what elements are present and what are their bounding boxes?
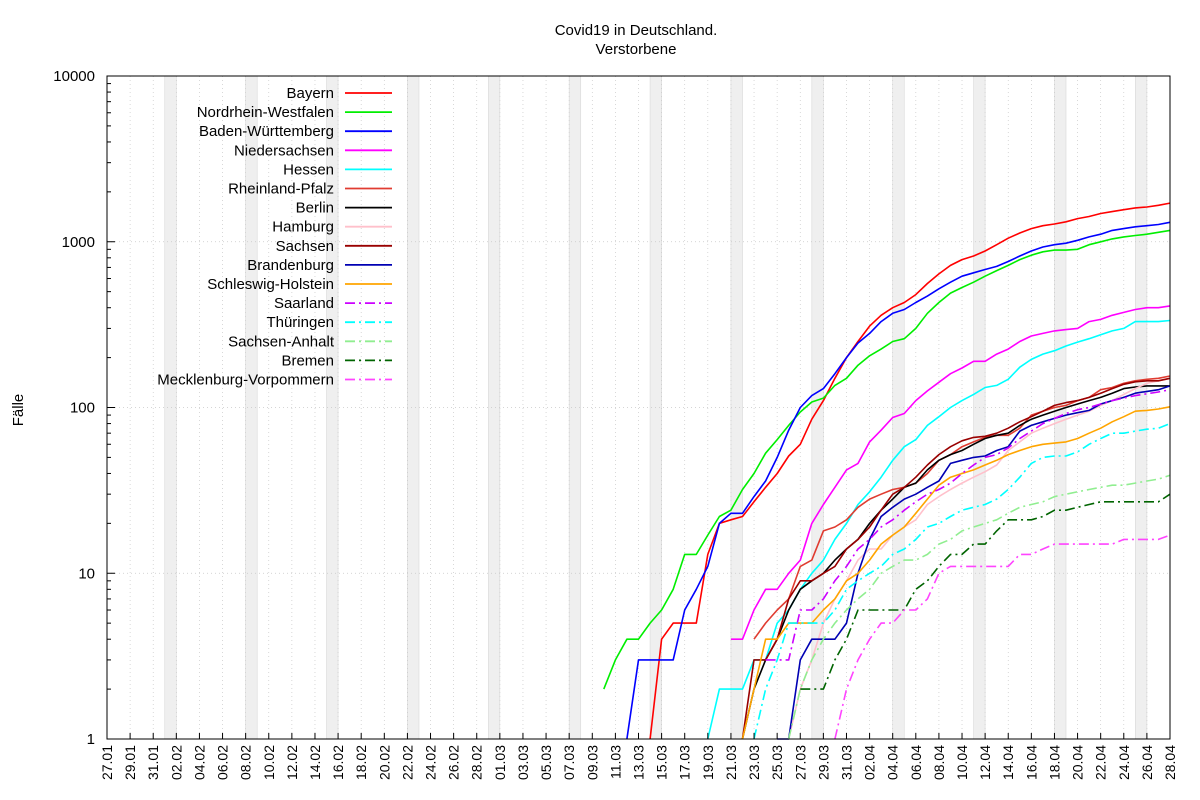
x-tick-label: 07.03 [561,745,577,780]
weekend-band [407,75,420,740]
x-tick-label: 27.01 [99,745,115,780]
y-tick-label: 1 [87,731,95,748]
x-tick-label: 01.03 [492,745,508,780]
x-tick-label: 28.02 [469,745,485,780]
legend-label: Nordrhein-Westfalen [197,104,334,121]
x-tick-label: 31.01 [145,745,161,780]
x-tick-label: 26.04 [1139,745,1155,780]
x-tick-label: 05.03 [538,745,554,780]
x-tick-label: 27.03 [792,745,808,780]
series-line-rheinland-pfalz [753,375,1171,640]
legend-label: Baden-Württemberg [199,123,334,140]
x-tick-label: 12.02 [284,745,300,780]
x-tick-label: 10.04 [954,745,970,780]
series-line-niedersachsen [730,305,1171,641]
x-tick-label: 09.03 [584,745,600,780]
x-tick-label: 08.02 [238,745,254,780]
x-tick-label: 18.04 [1046,745,1062,780]
weekend-band [568,75,582,740]
y-tick-label: 10000 [53,68,95,85]
weekend-band [164,75,177,740]
x-tick-label: 26.02 [446,745,462,780]
y-tick-label: 1000 [62,234,95,251]
x-tick-label: 23.03 [746,745,762,780]
legend-label: Thüringen [266,314,334,331]
x-tick-label: 02.02 [168,745,184,780]
x-tick-label: 24.02 [423,745,439,780]
x-tick-label: 20.04 [1070,745,1086,780]
x-tick-label: 31.03 [838,745,854,780]
x-tick-label: 10.02 [261,745,277,780]
x-tick-label: 02.04 [862,745,878,780]
legend-label: Schleswig-Holstein [207,276,334,293]
y-tick-label: 10 [78,565,95,582]
legend-label: Brandenburg [247,257,334,274]
weekend-band [1135,75,1148,740]
x-tick-label: 04.02 [191,745,207,780]
x-tick-label: 17.03 [677,745,693,780]
x-tick-label: 16.02 [330,745,346,780]
y-axis: 1 10 100 1000 10000 [53,68,115,748]
series-line-th-ringen [753,422,1171,740]
x-tick-label: 12.04 [977,745,993,780]
legend: Bayern Nordrhein-Westfalen Baden-Württembe… [157,85,392,389]
series-line-sachsen [741,377,1171,740]
x-tick-label: 29.01 [122,745,138,780]
x-tick-label: 06.04 [908,745,924,780]
series-line-nordrhein-westfalen [603,229,1171,690]
series-line-bremen [800,493,1171,690]
x-tick-label: 22.02 [399,745,415,780]
y-tick-label: 100 [70,400,95,417]
y-axis-label: Fälle [10,394,27,427]
legend-label: Bayern [286,85,334,102]
series-line-bayern [649,202,1171,740]
legend-label: Mecklenburg-Vorpommern [157,372,334,389]
x-tick-label: 04.04 [885,745,901,780]
x-tick-label: 06.02 [215,745,231,780]
legend-label: Berlin [296,200,334,217]
legend-label: Sachsen [276,238,334,255]
x-tick-label: 08.04 [931,745,947,780]
series-line-brandenburg [777,385,1171,740]
x-tick-label: 14.02 [307,745,323,780]
chart-subtitle: Verstorbene [596,41,677,58]
weekend-band [892,75,905,740]
legend-label: Niedersachsen [234,142,334,159]
x-tick-label: 14.04 [1000,745,1016,780]
legend-label: Saarland [274,295,334,312]
chart-title: Covid19 in Deutschland. [555,22,718,39]
legend-label: Bremen [281,352,334,369]
x-tick-label: 16.04 [1023,745,1039,780]
x-tick-label: 28.04 [1162,745,1178,780]
series-line-sachsen-anhalt [787,474,1171,740]
series-line-baden-w-rttemberg [626,221,1171,740]
x-tick-label: 13.03 [631,745,647,780]
x-tick-label: 29.03 [815,745,831,780]
series-line-schleswig-holstein [741,406,1171,740]
x-tick-label: 21.03 [723,745,739,780]
x-tick-label: 18.02 [353,745,369,780]
legend-label: Hamburg [272,219,334,236]
x-tick-label: 11.03 [607,745,623,779]
x-tick-label: 25.03 [769,745,785,780]
x-tick-label: 19.03 [700,745,716,780]
legend-label: Sachsen-Anhalt [228,333,335,350]
x-tick-label: 24.04 [1116,745,1132,780]
legend-label: Rheinland-Pfalz [228,181,334,198]
x-axis: 27.01 29.01 31.01 02.02 04.02 06.02 08.02 10.02… [99,733,1178,780]
series-line-mecklenburg-vorpommern [834,534,1171,740]
x-tick-label: 22.04 [1093,745,1109,780]
legend-label: Hessen [283,161,334,178]
x-tick-label: 03.03 [515,745,531,780]
x-tick-label: 20.02 [376,745,392,780]
series-lines [603,202,1171,740]
x-tick-label: 15.03 [654,745,670,780]
weekend-band [487,75,501,740]
